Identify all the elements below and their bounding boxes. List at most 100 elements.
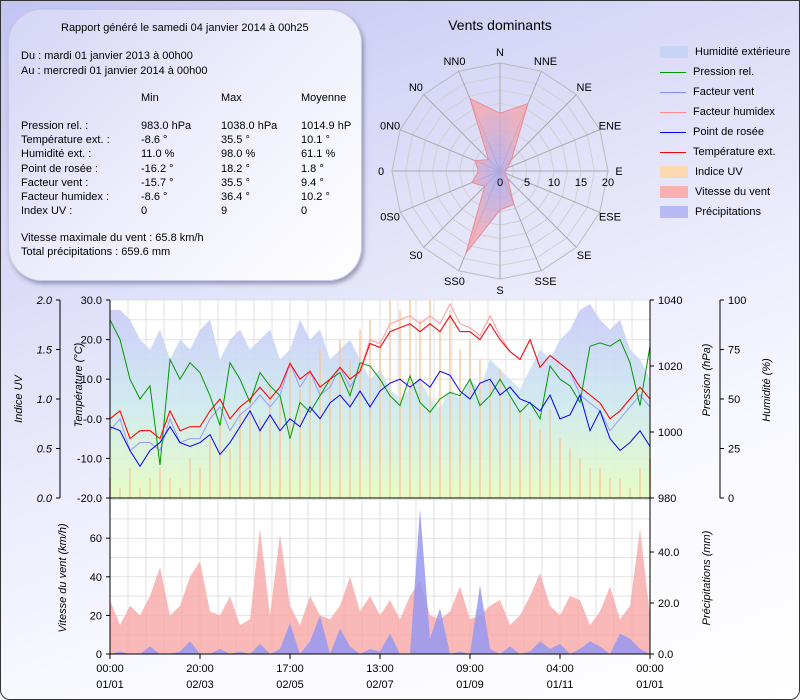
radar-spoke [423, 94, 501, 172]
radar-spoke [499, 170, 577, 248]
temperature-axis-title: Température (°C) [73, 342, 85, 427]
axis-tick-label: 0.0 [37, 493, 53, 505]
uv-bar [279, 399, 281, 498]
uv-bar [339, 339, 341, 498]
report-max: 98.0 % [221, 148, 256, 161]
radar-direction-label: NN0 [443, 56, 465, 68]
uv-bar [119, 488, 121, 498]
x-tick-time: 00:00 [96, 663, 124, 675]
axis-tick-label: 1040 [658, 295, 682, 307]
axis-tick-label: 10.0 [81, 374, 102, 386]
radar-direction-label: ENE [599, 120, 622, 132]
axis-tick-label: 75 [728, 345, 740, 357]
col-avg: Moyenne [301, 92, 347, 104]
axis-tick-label: 0 [96, 649, 102, 661]
x-tick-time: 20:00 [186, 663, 214, 675]
legend-item: Point de rosée [660, 122, 790, 142]
legend-label: Point de rosée [693, 126, 764, 138]
dewpoint-line [109, 370, 651, 468]
report-avg: 1.8 ° [301, 162, 324, 175]
uv-bar [379, 339, 381, 498]
pressure-axis-title: Pression (hPa) [701, 343, 713, 416]
axis-tick-label: -0.0 [83, 414, 102, 426]
radar-direction-label: NNE [534, 56, 557, 68]
x-tick-date: 01/11 [547, 679, 574, 691]
uv-bar [269, 379, 271, 498]
report-label: Facteur vent : [21, 176, 89, 189]
radar-tick-label: 15 [575, 177, 587, 189]
uv-bar [469, 339, 471, 498]
uv-bar [209, 438, 211, 498]
uv-bar [399, 309, 401, 498]
axis-tick-label: 1020 [658, 361, 682, 373]
uv-axis-title: Indice UV [13, 373, 25, 422]
report-min: 983.0 hPa [141, 120, 192, 132]
radar-direction-label: SS0 [444, 276, 465, 288]
uv-bar [259, 418, 261, 498]
radar-spoke [499, 129, 600, 172]
uv-bar [199, 468, 201, 498]
max-wind: Vitesse maximale du vent : 65.8 km/h [21, 232, 204, 244]
uv-bar [149, 478, 151, 498]
radar-direction-label: ESE [599, 212, 621, 224]
axis-tick-label: 20.0 [658, 598, 679, 610]
axis-tick-label: 20 [90, 610, 102, 622]
report-label: Point de rosée : [21, 162, 99, 175]
legend-item: Facteur humidex [660, 102, 790, 122]
radar-wind-polygon [465, 97, 529, 254]
x-tick-time: 17:00 [276, 663, 304, 675]
axis-tick-label: 0.0 [658, 649, 673, 661]
x-tick-date: 02/07 [366, 679, 394, 691]
pressure-line [109, 319, 651, 466]
axis-tick-label: 100 [728, 295, 746, 307]
report-avg: 10.2 ° [301, 191, 330, 203]
uv-bar [639, 468, 641, 498]
axis-tick-label: 25 [728, 444, 740, 456]
report-avg: 61.1 % [301, 148, 336, 161]
report-label: Index UV : [21, 205, 73, 218]
x-tick-date: 02/03 [186, 679, 214, 691]
report-max: 18.2 ° [221, 162, 250, 175]
uv-bar [419, 319, 421, 498]
radar-direction-label: SE [577, 250, 592, 262]
x-tick-time: 09:00 [456, 663, 484, 675]
report-to: Au : mercredi 01 janvier 2014 à 00h00 [21, 65, 208, 77]
uv-bar [449, 309, 451, 498]
radar-direction-label: E [615, 166, 622, 178]
legend-label: Vitesse du vent [695, 186, 771, 198]
axis-tick-label: 50 [728, 394, 740, 406]
radar-direction-label: S0 [409, 250, 422, 262]
radar-direction-label: 0N0 [380, 120, 400, 132]
report-min: -16.2 ° [141, 162, 174, 175]
uv-bar [569, 448, 571, 498]
legend-item: Facteur vent [660, 82, 790, 102]
axis-tick-label: 980 [658, 493, 676, 505]
legend-swatch [660, 206, 688, 218]
report-max: 1038.0 hPa [221, 120, 278, 132]
wind-rose: Vents dominants N NNE NE ENE E ESE SE SSE S SS0 S0 0… [378, 17, 623, 297]
radar-tick-label: 0 [497, 177, 503, 189]
uv-bar [189, 458, 191, 498]
report-generated: Rapport généré le samedi 04 janvier 2014… [61, 22, 309, 34]
legend: Humidité extérieure Pression rel. Facteur … [660, 42, 790, 222]
report-max: 36.4 ° [221, 191, 250, 203]
uv-bar [579, 458, 581, 498]
precip-axis-title: Précipitations (mm) [701, 530, 713, 625]
uv-bar [169, 478, 171, 498]
radar-direction-label: N0 [409, 82, 423, 94]
legend-label: Facteur humidex [693, 106, 775, 118]
uv-bar [409, 300, 411, 498]
uv-bar [309, 369, 311, 498]
report-label: Température ext. : [21, 134, 110, 147]
legend-swatch [660, 46, 688, 58]
uv-bar [539, 428, 541, 498]
legend-swatch [660, 131, 686, 133]
report-min: -8.6 ° [141, 191, 168, 203]
report-min: 11.0 % [141, 148, 175, 161]
report-max: 9 [221, 205, 228, 218]
legend-swatch [660, 91, 686, 93]
legend-item: Vitesse du vent [660, 182, 790, 202]
axis-tick-label: 1.5 [37, 345, 53, 357]
report-min: -15.7 ° [141, 176, 174, 189]
uv-bar [179, 488, 181, 498]
